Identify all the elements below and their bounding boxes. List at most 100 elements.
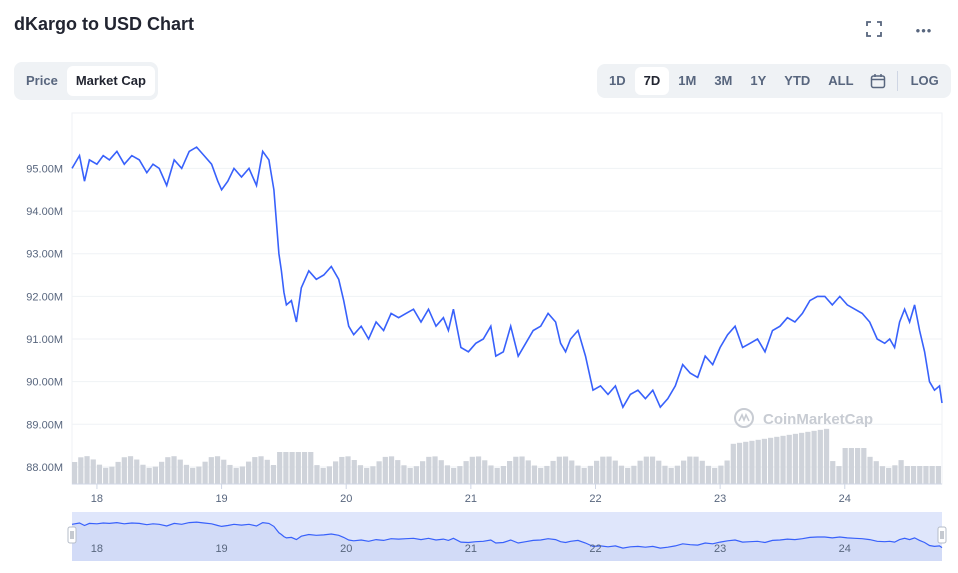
- range-1m[interactable]: 1M: [678, 73, 697, 88]
- volume-bar: [612, 460, 618, 484]
- range-toggle: 1D 7D 1M 3M 1Y YTD ALL LOG: [597, 64, 951, 98]
- volume-bar: [631, 465, 637, 484]
- volume-bar: [370, 466, 376, 484]
- volume-bar: [165, 457, 171, 484]
- volume-bar: [743, 441, 749, 484]
- navigator-tick-label: 19: [215, 543, 227, 555]
- volume-bar: [227, 464, 233, 484]
- volume-bar: [861, 448, 867, 484]
- volume-bar: [357, 465, 364, 484]
- volume-bar: [525, 460, 531, 484]
- volume-bar: [444, 465, 451, 484]
- volume-bar: [401, 465, 407, 484]
- volume-bar: [929, 466, 935, 484]
- volume-bar: [786, 434, 792, 484]
- volume-bar: [426, 456, 432, 484]
- volume-bar: [507, 460, 513, 484]
- y-tick-label: 89.00M: [26, 419, 63, 431]
- volume-bar: [277, 452, 283, 484]
- fullscreen-glyph: [866, 21, 882, 37]
- navigator-handle-left[interactable]: [67, 526, 77, 544]
- range-7d[interactable]: 7D: [634, 67, 670, 95]
- volume-bar: [867, 456, 873, 484]
- page-title: dKargo to USD Chart: [14, 14, 194, 34]
- volume-bar: [214, 456, 221, 484]
- watermark-logo: [734, 408, 754, 428]
- range-1d[interactable]: 1D: [609, 73, 626, 88]
- volume-bar: [382, 456, 388, 484]
- y-axis-ticks: 88.00M 89.00M 90.00M 91.00M 92.00M 93.00M 94.0…: [26, 163, 63, 474]
- volume-bar: [774, 436, 780, 484]
- more-icon[interactable]: •••: [915, 23, 933, 38]
- navigator-tick-label: 24: [839, 543, 851, 555]
- volume-bar: [270, 465, 277, 484]
- navigator-tick-label: 22: [589, 543, 601, 555]
- volume-bar: [407, 467, 413, 484]
- chart-grid: [71, 112, 943, 485]
- navigator-handle-right[interactable]: [937, 526, 947, 544]
- volume-bar: [562, 456, 569, 484]
- volume-bar: [364, 467, 370, 484]
- range-1y[interactable]: 1Y: [750, 73, 767, 88]
- navigator-window[interactable]: [72, 512, 942, 561]
- range-all[interactable]: ALL: [828, 73, 854, 88]
- volume-bar: [246, 461, 252, 484]
- volume-bar: [127, 456, 134, 484]
- volume-bar: [556, 456, 562, 484]
- volume-bar: [339, 456, 345, 484]
- volume-bar: [538, 467, 544, 484]
- navigator-tick-label: 21: [465, 543, 477, 555]
- y-tick-label: 94.00M: [26, 206, 63, 218]
- volume-bar: [463, 461, 469, 484]
- volume-bar: [320, 467, 326, 484]
- plot-area: [71, 112, 943, 485]
- range-ytd[interactable]: YTD: [784, 73, 811, 88]
- volume-bar: [482, 460, 488, 484]
- volume-bar: [662, 465, 668, 484]
- log-toggle[interactable]: LOG: [910, 73, 939, 88]
- volume-bar: [183, 464, 190, 484]
- volume-bar: [687, 456, 693, 484]
- y-tick-label: 91.00M: [26, 334, 63, 346]
- volume-bar: [475, 456, 482, 484]
- range-3m[interactable]: 3M: [714, 73, 733, 88]
- volume-bar: [718, 465, 724, 484]
- y-tick-label: 92.00M: [26, 291, 63, 303]
- volume-bar: [152, 466, 158, 484]
- volume-bar: [513, 456, 519, 484]
- tab-price[interactable]: Price: [26, 73, 58, 88]
- volume-bar: [755, 439, 761, 484]
- volume-bar: [84, 456, 90, 484]
- navigator: 18 19 20 21 22 23 24: [67, 512, 947, 561]
- volume-bar: [258, 456, 264, 484]
- volume-bar: [283, 452, 289, 484]
- volume-bar: [115, 461, 121, 484]
- fullscreen-icon[interactable]: [862, 20, 886, 42]
- volume-bar: [72, 462, 78, 484]
- tab-market-cap[interactable]: Market Cap: [66, 66, 155, 96]
- volume-bar: [575, 465, 581, 484]
- volume-bar: [855, 448, 861, 484]
- x-tick-label: 18: [91, 493, 103, 505]
- x-tick-label: 24: [839, 493, 851, 505]
- volume-bar: [712, 467, 718, 484]
- volume-bar: [674, 465, 680, 484]
- volume-bar: [830, 461, 836, 484]
- volume-bar: [823, 428, 830, 484]
- calendar-icon[interactable]: [863, 67, 893, 95]
- volume-bar: [96, 464, 103, 484]
- volume-bar: [873, 461, 879, 484]
- volume-bar: [202, 461, 208, 484]
- range-divider: [896, 71, 898, 91]
- volume-bar: [146, 467, 152, 484]
- navigator-tick-label: 23: [714, 543, 726, 555]
- volume-bar: [109, 466, 115, 484]
- volume-bar: [842, 448, 848, 484]
- volume-bar: [544, 465, 550, 484]
- volume-bar: [730, 443, 736, 484]
- volume-bar: [333, 461, 339, 484]
- volume-bar: [295, 452, 301, 484]
- volume-bar: [301, 452, 308, 484]
- navigator-tick-label: 20: [340, 543, 352, 555]
- volume-bar: [811, 430, 817, 484]
